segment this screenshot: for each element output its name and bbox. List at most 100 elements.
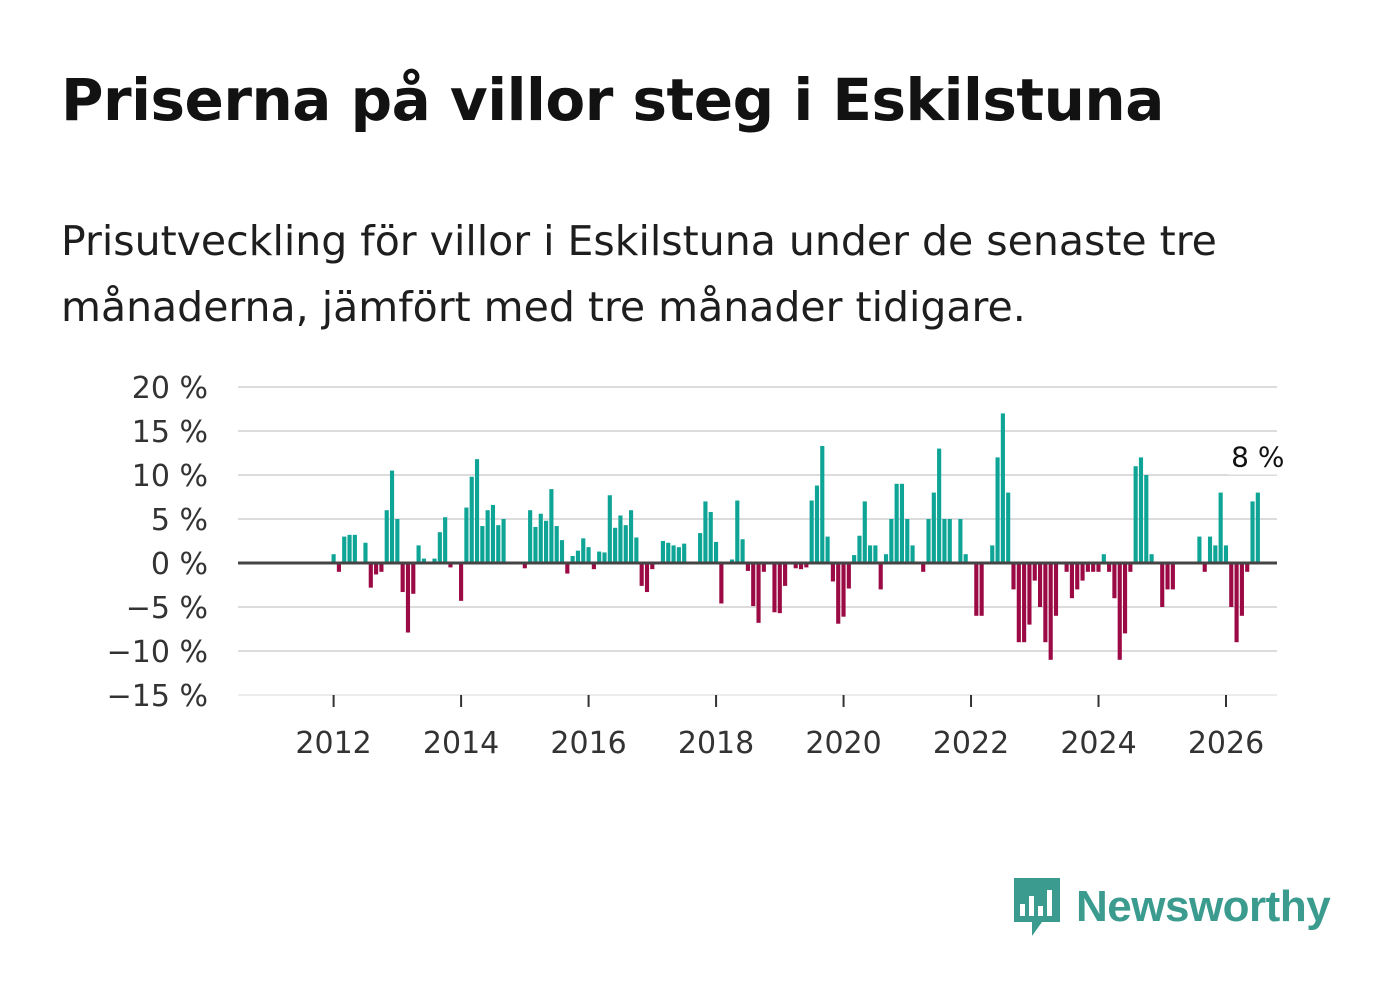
bar [1000, 413, 1005, 563]
bar [1027, 563, 1032, 625]
bar [1213, 545, 1218, 563]
bar [1080, 563, 1085, 581]
bar [1085, 563, 1090, 572]
bar [559, 540, 565, 563]
bar [644, 563, 650, 593]
bar [485, 510, 490, 563]
bar [756, 563, 761, 623]
bar [809, 500, 814, 563]
bar [666, 542, 671, 563]
brand-name: Newsworthy [1076, 882, 1331, 931]
bar [873, 545, 878, 563]
bar [814, 485, 820, 563]
bar [846, 563, 851, 589]
bar [1011, 563, 1016, 590]
y-tick-label: 15 % [132, 415, 208, 450]
bar [421, 558, 426, 563]
bar [1075, 563, 1080, 590]
bar [416, 545, 421, 563]
x-tick-label: 2012 [295, 726, 371, 761]
bar [905, 519, 910, 563]
bar [1101, 554, 1106, 563]
bar [1255, 492, 1260, 563]
x-tick-label: 2024 [1060, 726, 1136, 761]
bar [899, 483, 905, 563]
bar [1053, 563, 1059, 616]
chart-title: Priserna på villor steg i Eskilstuna [61, 66, 1164, 134]
bar [464, 507, 469, 563]
bar [1043, 563, 1048, 643]
bar [931, 492, 936, 563]
bar [836, 563, 841, 624]
bar [1197, 536, 1202, 563]
bar [363, 542, 368, 563]
bar [411, 563, 416, 594]
bar [740, 539, 745, 563]
bar [623, 525, 628, 563]
bar [352, 534, 357, 563]
bar [830, 563, 835, 582]
y-tick-label: 20 % [132, 371, 208, 406]
bar [660, 541, 666, 563]
bar [533, 526, 538, 563]
bar [841, 563, 846, 617]
x-tick-label: 2026 [1188, 726, 1264, 761]
bar [1144, 475, 1149, 563]
bar [1218, 492, 1223, 563]
bar [1234, 563, 1239, 643]
bar [1160, 563, 1165, 607]
bar [1229, 563, 1234, 607]
bar [374, 563, 379, 575]
bar [575, 550, 581, 563]
bar [878, 563, 883, 590]
bar [570, 555, 575, 563]
bar [1138, 457, 1144, 563]
bar [405, 563, 411, 633]
x-tick-label: 2020 [805, 726, 881, 761]
bar [947, 519, 952, 563]
bar [1122, 563, 1128, 634]
y-tick-label: 10 % [132, 459, 208, 494]
bar [432, 558, 437, 563]
x-axis-ticks: 2012 2014 2016 2018 2020 2022 2024 2026 [295, 695, 1264, 761]
bar [1069, 563, 1075, 599]
bar [783, 563, 788, 586]
bar [1117, 563, 1122, 660]
bar [719, 563, 724, 604]
bar [1170, 563, 1175, 590]
bar [607, 495, 612, 563]
x-tick-label: 2016 [550, 726, 626, 761]
bar [650, 563, 655, 570]
bar [628, 510, 634, 563]
bar [735, 500, 740, 563]
bar [1250, 501, 1255, 563]
bar [554, 526, 559, 563]
bar [602, 552, 607, 563]
bar [926, 519, 931, 563]
bar [443, 517, 448, 563]
bar [825, 536, 830, 563]
x-tick-label: 2014 [423, 726, 499, 761]
bar [698, 533, 703, 563]
bar [480, 526, 485, 563]
bar [745, 563, 750, 571]
bar [597, 551, 602, 563]
y-axis-ticks: 20 % 15 % 10 % 5 % 0 % −5 % −10 % −15 % [107, 371, 208, 714]
annotation-background [1227, 438, 1288, 475]
bar [368, 563, 373, 588]
newsworthy-logo: Newsworthy [1012, 876, 1331, 938]
bar [937, 448, 942, 563]
chart-subtitle: Prisutveckling för villor i Eskilstuna u… [61, 217, 1217, 331]
bar [777, 563, 782, 614]
bar [1245, 563, 1250, 572]
bar [389, 470, 395, 563]
bar [384, 510, 389, 563]
bar [1207, 536, 1213, 563]
bar [379, 563, 384, 572]
bar [958, 519, 963, 563]
bar [448, 563, 453, 568]
bar [852, 555, 857, 563]
annotation: 8 % [1227, 438, 1288, 475]
bar [528, 510, 533, 563]
bar [921, 563, 926, 572]
